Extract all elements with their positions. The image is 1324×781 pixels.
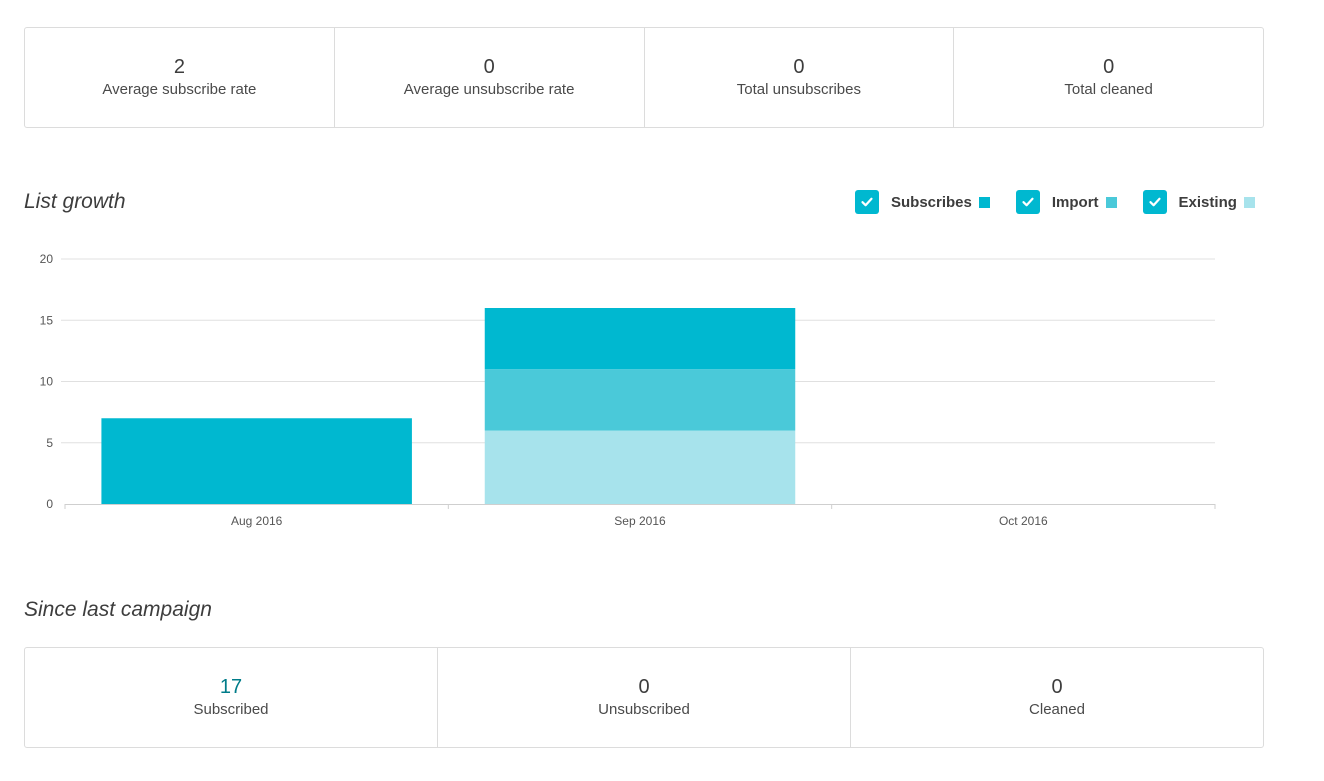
stat-value: 0	[1103, 56, 1115, 78]
x-tick-label: Aug 2016	[231, 514, 283, 528]
x-tick-label: Oct 2016	[999, 514, 1048, 528]
y-tick-label: 10	[40, 375, 54, 389]
stat-value[interactable]: 17	[219, 676, 243, 698]
stat-total-unsubscribes: 0 Total unsubscribes	[645, 28, 955, 127]
stat-label: Subscribed	[193, 701, 269, 718]
stat-label: Cleaned	[1029, 701, 1085, 718]
y-tick-label: 0	[46, 497, 53, 511]
stat-average-subscribe-rate: 2 Average subscribe rate	[25, 28, 335, 127]
since-last-campaign-title: Since last campaign	[24, 598, 212, 621]
y-tick-label: 15	[40, 313, 54, 327]
stat-label: Total cleaned	[1064, 81, 1153, 98]
bar-existing-1	[484, 430, 796, 504]
stat-value: 2	[173, 56, 185, 78]
legend-swatch	[1105, 196, 1117, 208]
stat-value: 0	[793, 56, 805, 78]
y-tick-label: 20	[40, 252, 54, 266]
list-growth-chart: 0 5 10 15 20 Aug 2016 Sep 2016 Oct 2016	[40, 252, 1216, 528]
legend-toggle-existing[interactable]: Existing	[1142, 190, 1255, 214]
legend-label: Import	[1051, 193, 1099, 211]
legend-swatch	[978, 196, 990, 208]
stat-unsubscribed: 0 Unsubscribed	[438, 648, 851, 747]
stat-label: Unsubscribed	[598, 701, 690, 718]
top-stats-panel: 2 Average subscribe rate 0 Average unsub…	[24, 27, 1264, 128]
since-last-campaign-panel: 17 Subscribed 0 Unsubscribed 0 Cleaned	[24, 647, 1264, 748]
stat-label: Total unsubscribes	[736, 81, 861, 98]
stat-average-unsubscribe-rate: 0 Average unsubscribe rate	[335, 28, 645, 127]
checkbox-checked-icon[interactable]	[1142, 190, 1167, 214]
stat-subscribed: 17 Subscribed	[25, 648, 438, 747]
checkbox-checked-icon[interactable]	[855, 190, 879, 214]
bar-subscribes-1	[484, 308, 796, 370]
chart-legend: Subscribes Import Existing	[855, 190, 1255, 214]
list-growth-title: List growth	[24, 190, 126, 213]
stat-value: 0	[1051, 676, 1063, 698]
legend-label: Existing	[1178, 193, 1237, 211]
bar-import-1	[484, 369, 796, 431]
x-tick-label: Sep 2016	[614, 514, 666, 528]
stat-value: 0	[483, 56, 495, 78]
stat-value: 0	[638, 676, 650, 698]
legend-swatch	[1243, 196, 1255, 208]
legend-toggle-subscribes[interactable]: Subscribes	[855, 190, 990, 214]
y-tick-label: 5	[46, 436, 53, 450]
stat-label: Average subscribe rate	[102, 81, 257, 98]
legend-label: Subscribes	[891, 193, 972, 211]
bar-subscribes-0	[101, 418, 412, 504]
stat-total-cleaned: 0 Total cleaned	[954, 28, 1263, 127]
legend-toggle-import[interactable]: Import	[1015, 190, 1117, 214]
stat-label: Average unsubscribe rate	[403, 81, 575, 98]
stat-cleaned: 0 Cleaned	[851, 648, 1263, 747]
checkbox-checked-icon[interactable]	[1015, 190, 1040, 214]
